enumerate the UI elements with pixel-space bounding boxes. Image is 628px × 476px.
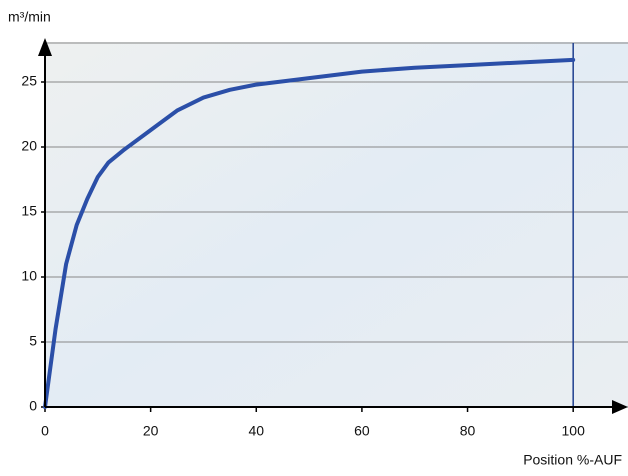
y-tick-label: 5 — [29, 333, 37, 349]
x-tick-label: 100 — [562, 423, 586, 439]
y-tick-label: 0 — [29, 398, 37, 414]
x-tick-label: 80 — [460, 423, 476, 439]
x-tick-label: 40 — [248, 423, 264, 439]
y-tick-label: 10 — [21, 268, 37, 284]
y-tick-label: 15 — [21, 203, 37, 219]
y-tick-label: 25 — [21, 73, 37, 89]
x-tick-label: 20 — [143, 423, 159, 439]
chart: m³/min Position %-AUF 0 5 10 15 20 25 0 20 40 60 8… — [0, 0, 628, 471]
x-tick-label: 60 — [354, 423, 370, 439]
x-axis-label: Position %-AUF — [523, 452, 622, 468]
plot-background — [45, 42, 628, 407]
y-tick-label: 20 — [21, 138, 37, 154]
x-tick-label: 0 — [41, 423, 49, 439]
y-axis-label: m³/min — [8, 9, 51, 25]
